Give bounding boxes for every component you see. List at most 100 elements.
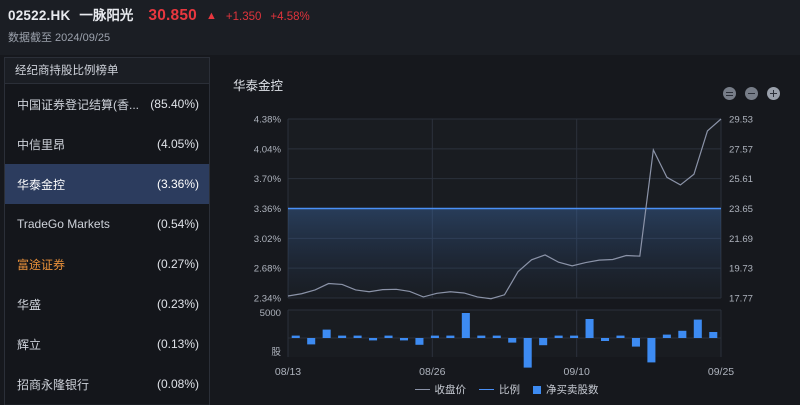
reset-zoom-icon[interactable]	[723, 87, 736, 100]
volume-bar	[662, 334, 671, 338]
volume-bar	[461, 313, 470, 338]
broker-list: 中国证券登记结算(香... (85.40%) 中信里昂 (4.05%) 华泰金控 (3.3…	[5, 84, 209, 404]
broker-row[interactable]: 富途证券 (0.27%)	[5, 244, 209, 284]
y-axis-right-tick: 19.73	[729, 264, 753, 275]
broker-name: 富途证券	[17, 257, 66, 272]
y-axis-right-tick: 17.77	[729, 294, 753, 305]
legend-square-swatch	[533, 385, 541, 394]
volume-bar	[369, 338, 378, 341]
legend-item[interactable]: 净买卖股数	[533, 382, 599, 397]
volume-bar	[291, 335, 300, 338]
y-axis-left-tick: 3.02%	[254, 234, 282, 245]
volume-bar	[508, 338, 517, 343]
volume-bar	[523, 338, 532, 368]
zoom-out-icon[interactable]	[745, 87, 758, 100]
y-axis-left-tick: 2.68%	[254, 264, 282, 275]
volume-bar	[554, 335, 563, 338]
y-axis-left-tick: 3.36%	[254, 204, 282, 215]
ticker-symbol: 02522.HK	[8, 8, 71, 23]
chart-title: 华泰金控	[233, 79, 284, 93]
y-axis-right-tick: 27.57	[729, 144, 753, 155]
chart-panel: 华泰金控 2.34% 17.77 2.68% 19.73 3.02% 21.69 3.36%…	[213, 57, 800, 405]
broker-percent: (0.08%)	[156, 377, 199, 391]
legend-item[interactable]: 比例	[479, 382, 520, 397]
x-axis-tick: 08/13	[275, 366, 301, 378]
volume-bar	[446, 335, 455, 338]
page-header: 02522.HK 一脉阳光 30.850 ▲ +1.350 +4.58% 数据截…	[0, 0, 800, 55]
broker-name: 辉立	[17, 337, 42, 352]
volume-bar	[631, 338, 640, 347]
legend-line-swatch	[414, 388, 430, 391]
volume-bar	[384, 335, 393, 338]
broker-row[interactable]: 华盛 (0.23%)	[5, 284, 209, 324]
volume-bar	[399, 338, 408, 341]
volume-bar	[415, 338, 424, 345]
data-as-of-label: 数据截至 2024/09/25	[8, 32, 111, 44]
y-axis-left-tick: 3.70%	[254, 174, 282, 185]
broker-name: 华泰金控	[17, 177, 66, 192]
volume-background	[288, 310, 721, 357]
legend-label: 比例	[499, 384, 520, 396]
broker-percent: (85.40%)	[150, 97, 199, 111]
broker-name: 中信里昂	[17, 137, 66, 152]
volume-bar	[709, 332, 718, 338]
volume-bar	[647, 338, 656, 363]
chart-zoom-controls	[723, 87, 780, 100]
broker-percent: (3.36%)	[156, 177, 199, 191]
volume-bar	[570, 335, 579, 338]
volume-unit-label: 股	[271, 347, 281, 358]
volume-bar	[585, 319, 594, 338]
legend-item[interactable]: 收盘价	[414, 382, 466, 397]
volume-bar	[601, 338, 610, 341]
volume-axis-tick: 5000	[260, 308, 281, 319]
broker-holdings-title: 经纪商持股比例榜单	[5, 58, 209, 84]
price-change: +1.350	[225, 11, 262, 23]
y-axis-right-tick: 29.53	[729, 115, 753, 126]
broker-row[interactable]: 中国证券登记结算(香... (85.40%)	[5, 84, 209, 124]
y-axis-left-tick: 2.34%	[254, 294, 282, 305]
up-arrow-icon: ▲	[206, 10, 217, 22]
volume-bar	[492, 335, 501, 338]
legend-label: 净买卖股数	[546, 384, 599, 396]
volume-bar	[616, 335, 625, 338]
ratio-area-fill	[288, 208, 721, 298]
broker-row[interactable]: 辉立 (0.13%)	[5, 324, 209, 364]
volume-bar	[678, 330, 687, 338]
volume-bar	[338, 335, 347, 338]
chart-legend: 收盘价 比例 净买卖股数	[213, 382, 800, 397]
y-axis-right-tick: 25.61	[729, 174, 753, 185]
y-axis-left-tick: 4.38%	[254, 115, 282, 126]
broker-percent: (0.13%)	[156, 337, 199, 351]
price-change-percent: +4.58%	[270, 11, 310, 23]
legend-line-swatch	[479, 388, 494, 391]
volume-bar	[539, 338, 548, 346]
x-axis-tick: 08/26	[419, 366, 445, 378]
broker-name: 中国证券登记结算(香...	[17, 97, 139, 112]
broker-holdings-panel: 经纪商持股比例榜单 中国证券登记结算(香... (85.40%) 中信里昂 (4.05…	[4, 57, 210, 405]
close-price-line	[287, 118, 722, 300]
x-axis-tick: 09/10	[564, 366, 590, 378]
broker-name: TradeGo Markets	[17, 217, 110, 231]
volume-bar	[307, 338, 316, 345]
broker-percent: (0.54%)	[156, 217, 199, 231]
volume-bar	[477, 335, 486, 338]
x-axis-tick: 09/25	[708, 366, 734, 378]
broker-name: 华盛	[17, 297, 42, 312]
broker-percent: (4.05%)	[156, 137, 199, 151]
last-price: 30.850	[148, 7, 197, 24]
volume-bar	[353, 335, 362, 338]
plot-area[interactable]: 2.34% 17.77 2.68% 19.73 3.02% 21.69 3.36% 23.65…	[213, 57, 800, 405]
broker-row[interactable]: 中信里昂 (4.05%)	[5, 124, 209, 164]
zoom-in-icon[interactable]	[767, 87, 780, 100]
broker-row[interactable]: TradeGo Markets (0.54%)	[5, 204, 209, 244]
quote-summary: 02522.HK 一脉阳光 30.850 ▲ +1.350 +4.58%	[8, 4, 310, 25]
broker-name: 招商永隆银行	[17, 377, 90, 392]
volume-bar	[430, 335, 439, 338]
y-axis-right-tick: 21.69	[729, 234, 753, 245]
broker-percent: (0.23%)	[156, 297, 199, 311]
volume-bar	[322, 329, 331, 338]
y-axis-left-tick: 4.04%	[254, 144, 282, 155]
chart-canvas[interactable]: 2.34% 17.77 2.68% 19.73 3.02% 21.69 3.36% 23.65…	[213, 57, 800, 405]
broker-row[interactable]: 招商永隆银行 (0.08%)	[5, 364, 209, 404]
broker-row[interactable]: 华泰金控 (3.36%)	[5, 164, 209, 204]
